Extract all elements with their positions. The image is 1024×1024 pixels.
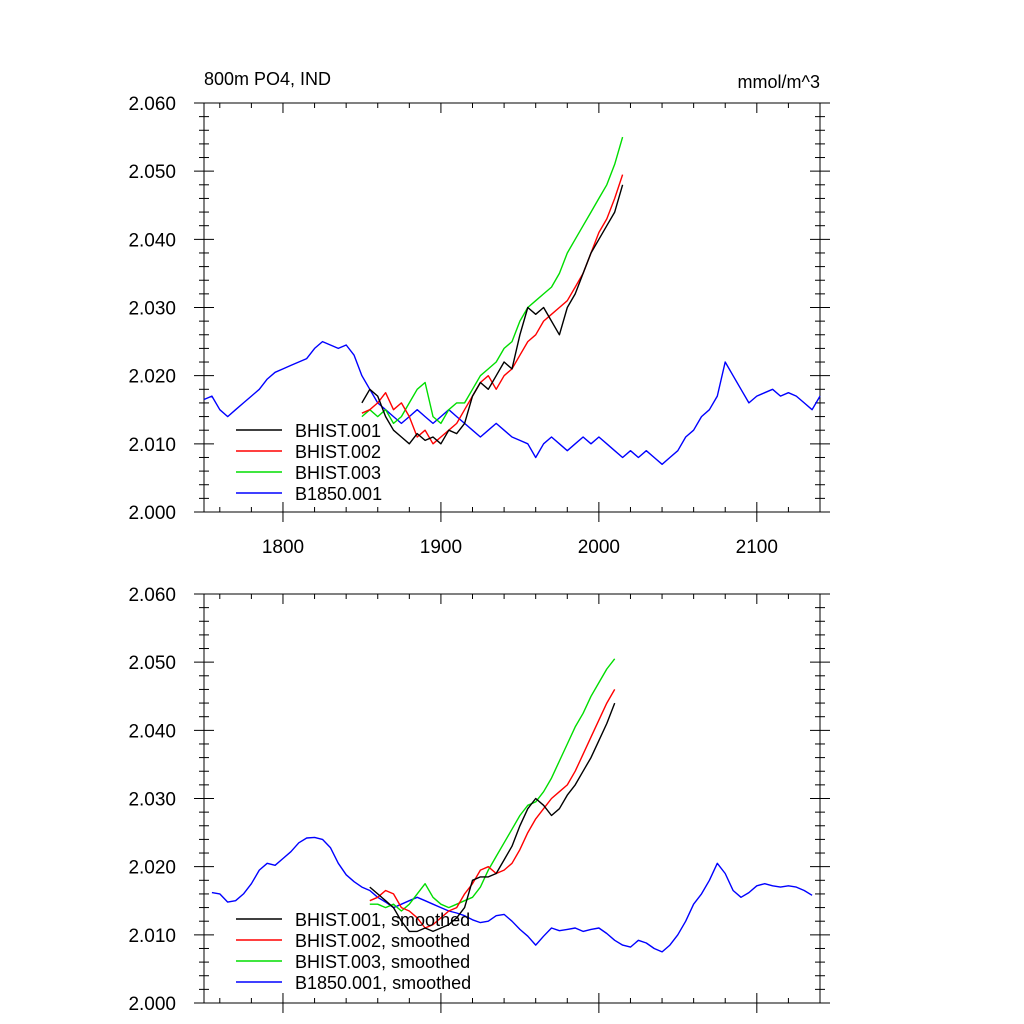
series-line xyxy=(369,702,616,933)
series-line xyxy=(369,689,616,929)
y-tick-label: 2.000 xyxy=(128,503,176,524)
series-line xyxy=(211,836,813,953)
x-tick-label: 2000 xyxy=(578,537,620,558)
series-line xyxy=(369,658,616,912)
chart-title: 800m PO4, IND xyxy=(204,69,331,89)
series-line xyxy=(361,174,624,445)
legend-label: BHIST.001 xyxy=(295,421,381,441)
y-tick-label: 2.050 xyxy=(128,653,176,674)
y-tick-label: 2.050 xyxy=(128,162,176,183)
y-tick-label: 2.020 xyxy=(128,367,176,388)
y-tick-label: 2.040 xyxy=(128,721,176,742)
y-tick-label: 2.000 xyxy=(128,994,176,1015)
y-tick-label: 2.010 xyxy=(128,435,176,456)
y-tick-label: 2.030 xyxy=(128,299,176,320)
x-tick-label: 1800 xyxy=(262,537,304,558)
x-tick-label: 1900 xyxy=(420,537,462,558)
y-tick-label: 2.060 xyxy=(128,585,176,606)
x-tick-label: 2100 xyxy=(736,537,778,558)
y-tick-label: 2.030 xyxy=(128,790,176,811)
legend-label: BHIST.003, smoothed xyxy=(295,952,470,972)
y-tick-label: 2.020 xyxy=(128,858,176,879)
chart-units: mmol/m^3 xyxy=(738,72,820,92)
legend-label: BHIST.001, smoothed xyxy=(295,910,470,930)
legend-label: B1850.001, smoothed xyxy=(295,973,471,993)
legend-label: B1850.001 xyxy=(295,484,382,504)
series-line xyxy=(361,184,624,445)
legend-label: BHIST.002, smoothed xyxy=(295,931,470,951)
top-panel: 1800 1900 2000 2100 2.000 2.010 2.020 2.030 2.04… xyxy=(128,69,830,558)
y-tick-label: 2.060 xyxy=(128,94,176,115)
bottom-panel: 2.000 2.010 2.020 2.030 2.040 2.050 2.060 BHIST… xyxy=(128,585,830,1015)
y-tick-label: 2.040 xyxy=(128,230,176,251)
series-line xyxy=(361,136,624,425)
series-line xyxy=(203,340,821,465)
y-tick-label: 2.010 xyxy=(128,926,176,947)
legend-label: BHIST.003 xyxy=(295,463,381,483)
legend-label: BHIST.002 xyxy=(295,442,381,462)
